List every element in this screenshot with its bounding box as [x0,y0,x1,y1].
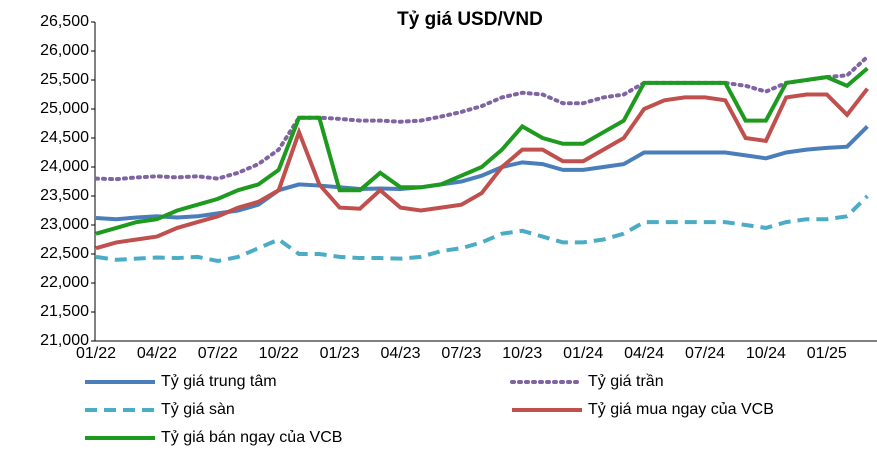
legend-label: Tỷ giá trung tâm [161,373,277,390]
y-tick-label: 21,000 [40,332,89,349]
x-tick-label: 07/23 [441,345,481,362]
x-tick-label: 10/23 [502,345,542,362]
y-tick-label: 21,500 [40,303,89,320]
y-tick-label: 26,000 [40,42,89,59]
legend-label: Tỷ giá mua ngay của VCB [588,401,774,418]
x-tick-label: 01/22 [76,345,116,362]
x-tick-label: 07/22 [198,345,238,362]
x-tick-label: 10/24 [746,345,786,362]
series-line [95,194,869,263]
y-tick-label: 24,000 [40,158,89,175]
y-tick-label: 24,500 [40,129,89,146]
x-tick-label: 10/22 [259,345,299,362]
x-tick-label: 07/24 [685,345,725,362]
x-tick-label: 04/23 [380,345,420,362]
x-tick-label: 01/25 [807,345,847,362]
x-tick-label: 01/23 [320,345,360,362]
series-line [94,54,870,182]
y-tick-label: 23,000 [40,216,89,233]
y-tick-label: 22,000 [40,274,89,291]
x-tick-label: 04/24 [624,345,664,362]
legend-label: Tỷ giá bán ngay của VCB [161,429,342,446]
y-tick-label: 25,000 [40,100,89,117]
y-tick-label: 23,500 [40,187,89,204]
x-tick-label: 01/24 [563,345,603,362]
x-tick-label: 04/22 [137,345,177,362]
series-line [95,87,869,251]
legend-label: Tỷ giá trần [588,373,664,390]
y-tick-label: 26,500 [40,13,89,30]
legend-label: Tỷ giá sàn [161,401,235,418]
y-tick-label: 25,500 [40,71,89,88]
chart-title: Tỷ giá USD/VND [397,9,543,30]
series-line [95,66,869,236]
y-tick-label: 22,500 [40,245,89,262]
